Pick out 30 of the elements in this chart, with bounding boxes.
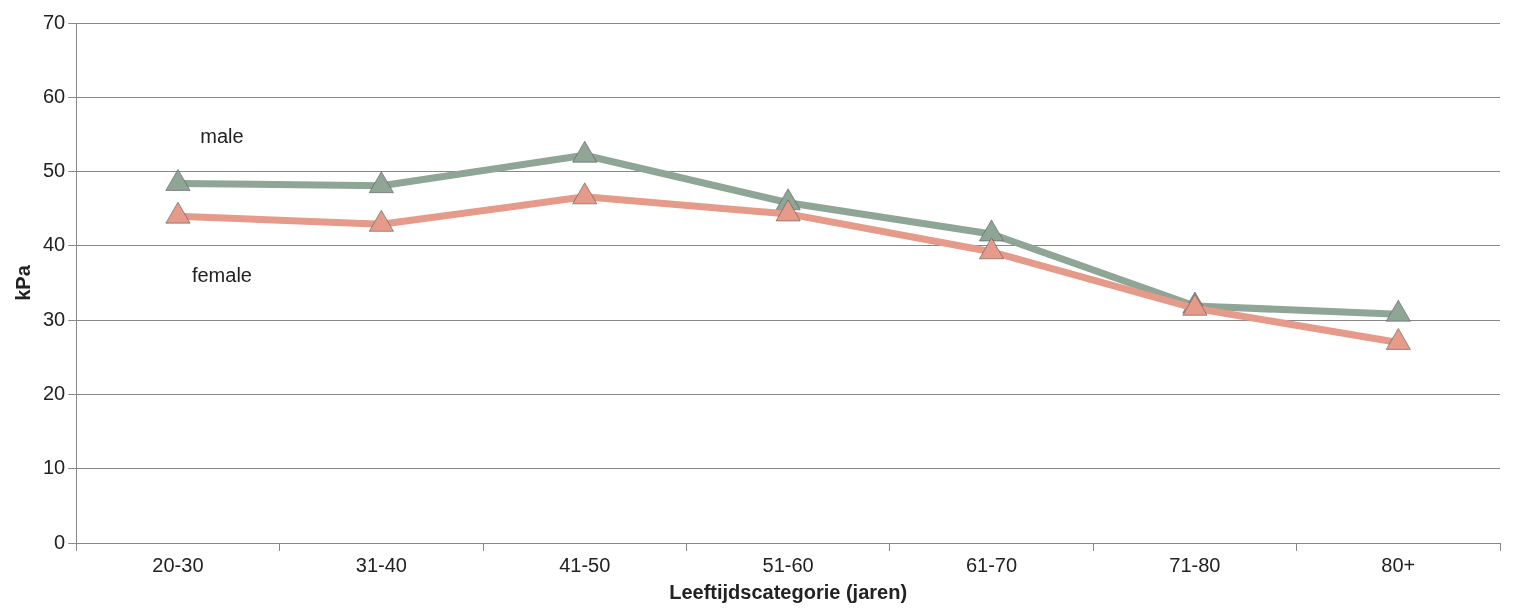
- y-axis-title: kPa: [11, 264, 34, 301]
- y-tick-label: 50: [43, 159, 66, 182]
- x-tick-label: 41-50: [559, 553, 611, 576]
- x-tick-label: 80+: [1381, 553, 1416, 576]
- x-tick-label: 31-40: [355, 553, 407, 576]
- y-tick-label: 30: [43, 307, 66, 330]
- y-tick-label: 60: [43, 84, 66, 107]
- x-tick-label: 51-60: [762, 553, 814, 576]
- y-tick-label: 0: [54, 530, 66, 553]
- point: [165, 201, 191, 224]
- y-tick-label: 40: [43, 233, 66, 256]
- point: [1385, 299, 1411, 322]
- x-tick-label: 71-80: [1169, 553, 1221, 576]
- point: [978, 219, 1005, 242]
- point: [368, 171, 394, 194]
- series-label: male: [200, 124, 244, 147]
- point: [572, 140, 598, 163]
- x-tick-label: 20-30: [152, 553, 204, 576]
- point: [572, 182, 598, 205]
- y-tick-label: 10: [43, 456, 66, 479]
- point: [165, 168, 191, 191]
- x-tick-label: 61-70: [965, 553, 1018, 576]
- point: [1385, 327, 1411, 350]
- x-axis-title: Leeftijdscategorie (jaren): [669, 580, 908, 603]
- y-tick-label: 70: [43, 10, 66, 33]
- point: [368, 209, 394, 232]
- point: [775, 199, 801, 222]
- text: female: [191, 263, 252, 286]
- point: [978, 237, 1005, 260]
- y-tick-label: 20: [43, 381, 66, 404]
